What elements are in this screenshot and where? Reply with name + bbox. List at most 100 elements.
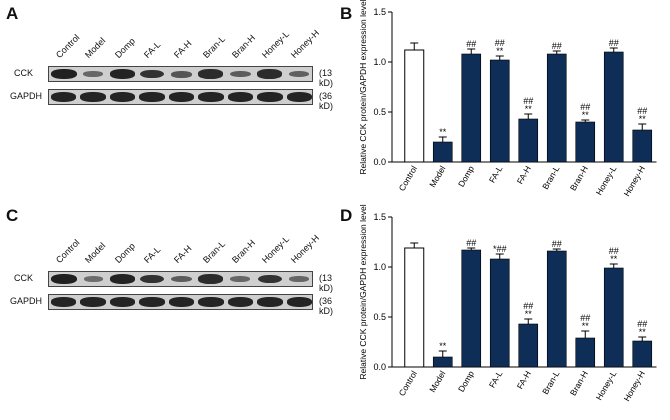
lane-label: FA-H bbox=[171, 38, 194, 60]
blot-band bbox=[171, 275, 192, 283]
bar bbox=[603, 51, 624, 163]
bar bbox=[432, 141, 453, 163]
blot-band bbox=[109, 92, 136, 102]
blot-band bbox=[109, 69, 136, 79]
blot-band bbox=[286, 297, 312, 307]
significance-label: ** bbox=[439, 127, 447, 137]
blot-band bbox=[50, 69, 77, 79]
lane-label: Control bbox=[53, 237, 82, 265]
x-tick-label: Honey-H bbox=[622, 369, 647, 403]
blot-band bbox=[230, 275, 251, 283]
blot-row-label: CCK bbox=[14, 273, 34, 283]
significance-label: ** bbox=[525, 309, 533, 319]
significance-label: ## bbox=[609, 246, 619, 256]
y-axis-label: Relative CCK protein/GAPDH expression le… bbox=[358, 204, 368, 379]
lane-label: FA-H bbox=[171, 243, 194, 265]
significance-label: ** bbox=[582, 321, 590, 331]
lane-label: Honey-L bbox=[259, 233, 291, 265]
lane-label: Model bbox=[83, 35, 108, 60]
y-tick-label: 1.5 bbox=[373, 212, 386, 222]
y-axis-label: Relative CCK protein/GAPDH expression le… bbox=[358, 0, 368, 175]
significance-label: ## bbox=[552, 41, 562, 51]
x-tick-label: Bran-L bbox=[540, 164, 562, 191]
blot-row-label: CCK bbox=[14, 68, 34, 78]
blot-band bbox=[198, 92, 224, 102]
lane-label: Honey-H bbox=[289, 27, 322, 60]
bar bbox=[489, 258, 510, 368]
significance-label: ** bbox=[525, 104, 533, 114]
blot-band bbox=[198, 274, 224, 284]
bar bbox=[632, 129, 653, 163]
significance-label: ** bbox=[496, 46, 504, 56]
x-tick-label: Model bbox=[427, 164, 447, 189]
x-tick-label: Model bbox=[427, 369, 447, 394]
blot-band bbox=[198, 69, 224, 79]
blot-band bbox=[168, 92, 195, 102]
bar bbox=[546, 53, 567, 163]
x-tick-label: Control bbox=[397, 164, 419, 193]
lane-label: Bran-L bbox=[200, 33, 228, 60]
blot-band bbox=[139, 274, 165, 284]
lane-label: Model bbox=[83, 240, 108, 265]
western-blot-c: Control Model Domp FA-L FA-H Bran-L Bran-H Hone… bbox=[0, 205, 340, 405]
blot-band bbox=[227, 92, 254, 102]
significance-label: ## bbox=[523, 301, 533, 311]
y-tick-label: 0.0 bbox=[373, 157, 386, 167]
significance-label: ## bbox=[637, 319, 647, 329]
molecular-weight-label: (13 kD) bbox=[319, 68, 333, 88]
blot-band bbox=[289, 70, 310, 78]
blot-band bbox=[257, 92, 283, 102]
significance-label: *## bbox=[493, 244, 507, 254]
significance-label: ## bbox=[580, 102, 590, 112]
x-tick-label: Bran-L bbox=[540, 369, 562, 396]
western-blot-a: Control Model Domp FA-L FA-H Bran-L Bran-H Hone… bbox=[0, 0, 340, 200]
significance-label: ## bbox=[466, 238, 476, 248]
bar bbox=[518, 118, 539, 163]
bar bbox=[575, 121, 596, 163]
blot-band bbox=[257, 297, 283, 307]
x-tick-label: Domp bbox=[456, 164, 476, 189]
lane-label: Bran-L bbox=[200, 238, 228, 265]
blot-band bbox=[83, 276, 103, 282]
significance-label: ## bbox=[466, 39, 476, 49]
blot-band bbox=[139, 69, 165, 79]
x-tick-label: Honey-H bbox=[622, 164, 647, 198]
significance-label: ** bbox=[439, 341, 447, 351]
y-tick-label: 0.0 bbox=[373, 362, 386, 372]
bar bbox=[546, 250, 567, 368]
blot-band bbox=[50, 92, 77, 102]
molecular-weight-label: (36 kD) bbox=[319, 91, 333, 111]
blot-row-label: GAPDH bbox=[10, 91, 43, 101]
lane-label: Bran-H bbox=[230, 237, 258, 265]
significance-label: ## bbox=[523, 96, 533, 106]
bar bbox=[461, 53, 482, 163]
x-tick-label: Control bbox=[397, 369, 419, 398]
blot-band bbox=[109, 297, 136, 307]
significance-label: ** bbox=[610, 254, 618, 264]
lane-label: Domp bbox=[112, 35, 137, 60]
lane-label: Bran-H bbox=[230, 32, 258, 60]
x-tick-label: FA-H bbox=[515, 369, 533, 391]
bar bbox=[404, 247, 425, 368]
blot-strip bbox=[48, 294, 313, 310]
significance-label: ## bbox=[552, 239, 562, 249]
y-tick-label: 1.0 bbox=[373, 262, 386, 272]
blot-band bbox=[50, 274, 77, 284]
blot-band bbox=[289, 275, 310, 283]
lane-label: Honey-L bbox=[259, 28, 291, 60]
bar bbox=[461, 249, 482, 368]
bar bbox=[603, 267, 624, 368]
significance-label: ## bbox=[580, 313, 590, 323]
blot-band bbox=[170, 70, 193, 78]
x-tick-label: Honey-L bbox=[594, 164, 619, 197]
bar bbox=[632, 340, 653, 368]
bar-chart-b: 0.0 0.5 1.0 1.5 Relative CCK protein/GAPDH e… bbox=[358, 0, 657, 198]
lane-label: FA-L bbox=[141, 244, 163, 265]
x-tick-label: Bran-H bbox=[568, 164, 590, 192]
lane-label: Honey-H bbox=[289, 232, 322, 265]
bar bbox=[404, 49, 425, 163]
significance-label: ** bbox=[639, 327, 647, 337]
panel-letter-a: A bbox=[6, 4, 19, 23]
blot-band bbox=[198, 297, 224, 307]
bar bbox=[575, 337, 596, 368]
